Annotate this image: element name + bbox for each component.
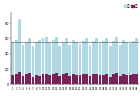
Bar [28,73,31,84]
Bar [132,74,135,84]
Bar [125,75,128,84]
Bar [75,42,78,84]
Bar [38,76,41,84]
Bar [129,75,132,84]
Bar [112,41,115,84]
Bar [52,40,55,84]
Bar [68,76,71,84]
Bar [82,74,85,84]
Bar [72,74,75,84]
Bar [85,74,88,84]
Bar [102,41,105,84]
Bar [62,42,65,84]
Bar [15,74,18,84]
Bar [136,38,138,84]
Bar [115,37,118,84]
Bar [15,40,18,84]
Bar [75,75,78,84]
Bar [62,74,65,84]
Bar [136,74,138,84]
Bar [99,43,101,84]
Bar [119,76,122,84]
Bar [22,76,24,84]
Bar [105,38,108,84]
Bar [35,75,38,84]
Bar [89,76,91,84]
Bar [52,74,55,84]
Bar [122,74,125,84]
Bar [95,38,98,84]
Bar [72,40,75,84]
Bar [65,38,68,84]
Bar [89,45,91,84]
Bar [55,37,58,84]
Bar [45,37,48,84]
Bar [38,40,41,84]
Bar [95,74,98,84]
Bar [129,43,132,84]
Bar [99,75,101,84]
Bar [32,77,34,84]
Bar [82,41,85,84]
Bar [132,41,135,84]
Bar [65,73,68,84]
Bar [119,45,122,84]
Bar [11,75,14,84]
Bar [92,41,95,84]
Legend: 総数, 女性: 総数, 女性 [124,4,138,8]
Bar [32,46,34,84]
Bar [79,44,81,84]
Bar [68,45,71,84]
Bar [22,45,24,84]
Bar [18,19,21,84]
Bar [11,42,14,84]
Bar [18,72,21,84]
Bar [35,42,38,84]
Bar [25,74,28,84]
Bar [48,42,51,84]
Bar [109,46,112,84]
Bar [102,75,105,84]
Bar [58,46,61,84]
Bar [79,75,81,84]
Bar [48,75,51,84]
Bar [42,38,45,84]
Bar [112,74,115,84]
Bar [85,38,88,84]
Bar [28,38,31,84]
Bar [42,74,45,84]
Bar [109,77,112,84]
Bar [55,73,58,84]
Bar [92,74,95,84]
Bar [105,74,108,84]
Bar [122,40,125,84]
Bar [115,73,118,84]
Bar [125,42,128,84]
Bar [58,76,61,84]
Bar [25,42,28,84]
Bar [45,74,48,84]
